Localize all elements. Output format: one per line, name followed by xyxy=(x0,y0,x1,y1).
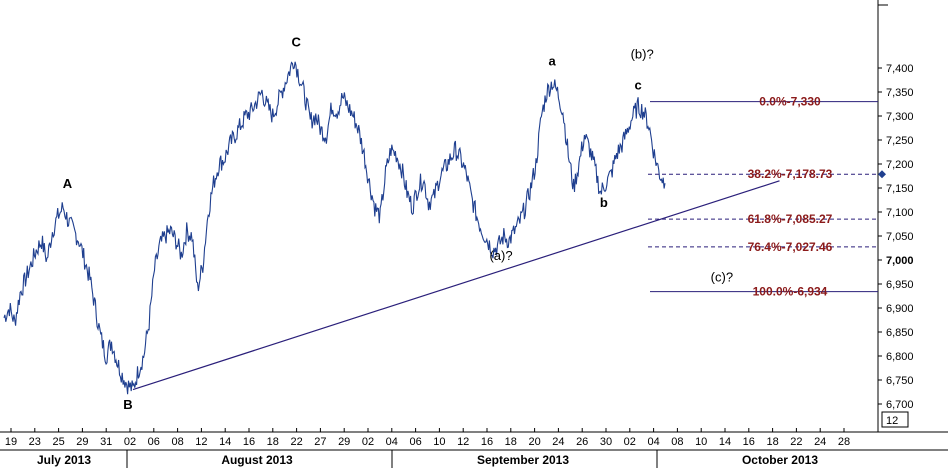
x-tick-label: 08 xyxy=(171,436,183,448)
y-tick-label: 7,150 xyxy=(886,183,914,195)
wave-label: c xyxy=(635,78,642,93)
overlay-layer xyxy=(132,101,886,391)
x-tick-label: 12 xyxy=(195,436,207,448)
x-tick-label: 24 xyxy=(814,436,826,448)
x-tick-label: 06 xyxy=(148,436,160,448)
x-tick-label: 18 xyxy=(505,436,517,448)
y-tick-label: 7,200 xyxy=(886,159,914,171)
wave-label: C xyxy=(291,34,301,49)
wave-label: a xyxy=(549,54,557,69)
y-tick-label: 6,850 xyxy=(886,327,914,339)
y-tick-label: 7,100 xyxy=(886,207,914,219)
month-label: July 2013 xyxy=(37,453,91,467)
x-tick-label: 31 xyxy=(100,436,112,448)
month-label: October 2013 xyxy=(742,453,818,467)
x-tick-label: 25 xyxy=(52,436,64,448)
x-tick-label: 02 xyxy=(624,436,636,448)
x-tick-label: 16 xyxy=(243,436,255,448)
x-tick-label: 14 xyxy=(719,436,731,448)
x-tick-label: 10 xyxy=(433,436,445,448)
wave-label: (c)? xyxy=(711,270,733,285)
wave-label: A xyxy=(63,176,73,191)
x-tick-label: 26 xyxy=(576,436,588,448)
y-tick-label: 7,350 xyxy=(886,87,914,99)
x-tick-label: 30 xyxy=(600,436,612,448)
y-tick-label: 7,250 xyxy=(886,135,914,147)
y-tick-label: 7,400 xyxy=(886,63,914,75)
price-marker xyxy=(878,170,886,179)
corner-box xyxy=(881,411,909,428)
x-tick-label: 18 xyxy=(267,436,279,448)
fib-label: 76.4%-7,027.46 xyxy=(748,240,833,254)
x-tick-label: 04 xyxy=(647,436,659,448)
y-tick-label: 6,950 xyxy=(886,279,914,291)
fib-label: 100.0%-6,934 xyxy=(753,285,828,299)
x-tick-label: 16 xyxy=(481,436,493,448)
x-tick-label: 28 xyxy=(838,436,850,448)
x-tick-label: 23 xyxy=(29,436,41,448)
x-tick-label: 29 xyxy=(338,436,350,448)
y-tick-label: 6,750 xyxy=(886,375,914,387)
price-series-line xyxy=(3,61,666,395)
x-tick-label: 18 xyxy=(766,436,778,448)
wave-label: b xyxy=(600,195,608,210)
x-tick-label: 22 xyxy=(790,436,802,448)
month-label: September 2013 xyxy=(477,453,569,467)
x-tick-label: 16 xyxy=(743,436,755,448)
price-layer xyxy=(3,61,666,395)
x-tick-label: 02 xyxy=(124,436,136,448)
x-tick-label: 06 xyxy=(409,436,421,448)
x-tick-label: 02 xyxy=(362,436,374,448)
y-tick-label: 6,800 xyxy=(886,351,914,363)
y-tick-label: 6,700 xyxy=(886,399,914,411)
x-tick-label: 27 xyxy=(314,436,326,448)
x-tick-label: 12 xyxy=(457,436,469,448)
x-tick-label: 08 xyxy=(671,436,683,448)
x-tick-label: 29 xyxy=(76,436,88,448)
x-tick-label: 04 xyxy=(386,436,398,448)
x-tick-label: 14 xyxy=(219,436,231,448)
fib-label: 61.8%-7,085.27 xyxy=(748,212,833,226)
fib-label: 38.2%-7,178.73 xyxy=(748,167,833,181)
x-tick-label: 20 xyxy=(528,436,540,448)
wave-label: (b)? xyxy=(631,46,654,61)
label-layer: 0.0%-7,330 38.2%-7,178.73 61.8%-7,085.27 76… xyxy=(63,34,833,411)
y-tick-label: 7,000 xyxy=(886,255,914,267)
x-tick-label: 24 xyxy=(552,436,564,448)
x-tick-label: 19 xyxy=(5,436,17,448)
y-tick-label: 7,300 xyxy=(886,111,914,123)
y-tick-label: 6,900 xyxy=(886,303,914,315)
month-label: August 2013 xyxy=(221,453,293,467)
trendline xyxy=(132,180,780,391)
x-tick-label: 10 xyxy=(695,436,707,448)
corner-label: 12 xyxy=(886,415,898,427)
x-tick-label: 22 xyxy=(290,436,302,448)
fib-label: 0.0%-7,330 xyxy=(759,95,821,109)
wave-label: B xyxy=(123,397,132,412)
wave-label: (a)? xyxy=(489,248,512,263)
y-tick-label: 7,050 xyxy=(886,231,914,243)
